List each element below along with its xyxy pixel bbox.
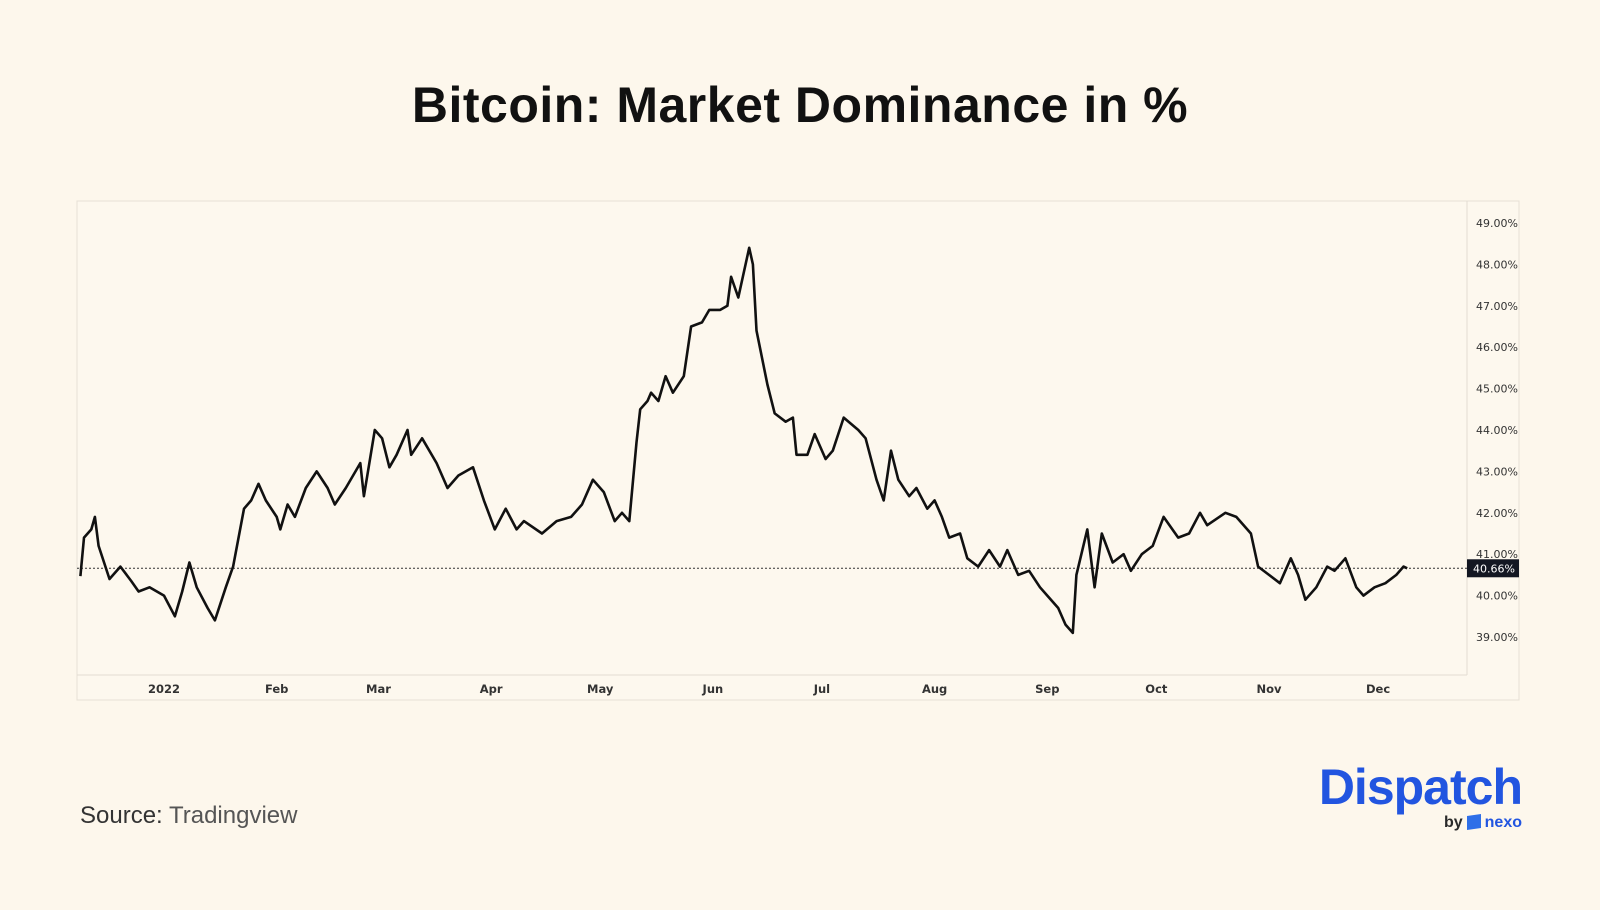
x-tick-label: May xyxy=(587,682,614,696)
y-tick-label: 39.00% xyxy=(1476,631,1518,644)
source-value: Tradingview xyxy=(168,802,298,829)
y-tick-label: 47.00% xyxy=(1476,300,1518,313)
logo-partner: nexo xyxy=(1484,814,1522,831)
y-tick-label: 46.00% xyxy=(1476,341,1518,354)
x-tick-label: 2022 xyxy=(148,682,180,696)
nexo-icon xyxy=(1466,814,1481,830)
y-tick-label: 42.00% xyxy=(1476,507,1518,520)
last-value-badge-bg xyxy=(1467,559,1519,578)
source-note: Source: Tradingview xyxy=(80,802,297,830)
x-tick-label: Jun xyxy=(702,682,724,696)
y-tick-label: 43.00% xyxy=(1476,465,1518,478)
y-tick-label: 40.00% xyxy=(1476,590,1518,603)
chart-frame xyxy=(76,200,1520,701)
x-tick-label: Dec xyxy=(1366,682,1390,696)
series-line xyxy=(79,246,1408,635)
x-axis: 2022 Feb Mar Apr May Jun Jul Aug Sep Oct Nov Dec xyxy=(148,682,1390,696)
y-tick-label: 41.00% xyxy=(1476,548,1518,561)
y-tick-label: 48.00% xyxy=(1476,258,1518,271)
y-tick-label: 44.00% xyxy=(1476,424,1518,437)
x-tick-label: Oct xyxy=(1145,682,1168,696)
last-value-badge: 40.66% xyxy=(1467,559,1519,578)
y-tick-label: 45.00% xyxy=(1476,383,1518,396)
x-tick-label: Apr xyxy=(480,682,503,696)
y-tick-label: 49.00% xyxy=(1476,217,1518,230)
x-tick-label: Nov xyxy=(1257,682,1283,696)
logo-by: by xyxy=(1443,814,1463,831)
x-tick-label: Aug xyxy=(922,682,947,696)
y-axis: 49.00% 48.00% 47.00% 46.00% 45.00% 44.00% 43.0… xyxy=(1476,217,1518,644)
x-tick-label: Jul xyxy=(813,682,830,696)
chart-title: Bitcoin: Market Dominance in % xyxy=(411,77,1189,133)
dispatch-logo: Dispatch by nexo xyxy=(1300,759,1523,834)
x-tick-label: Mar xyxy=(366,682,391,696)
x-tick-label: Feb xyxy=(265,682,288,696)
logo-brand: Dispatch xyxy=(1318,759,1523,815)
last-value-label: 40.66% xyxy=(1473,562,1515,575)
source-label: Source: xyxy=(80,802,163,829)
logo-byline: by nexo xyxy=(1444,814,1522,832)
x-tick-label: Sep xyxy=(1035,682,1059,696)
